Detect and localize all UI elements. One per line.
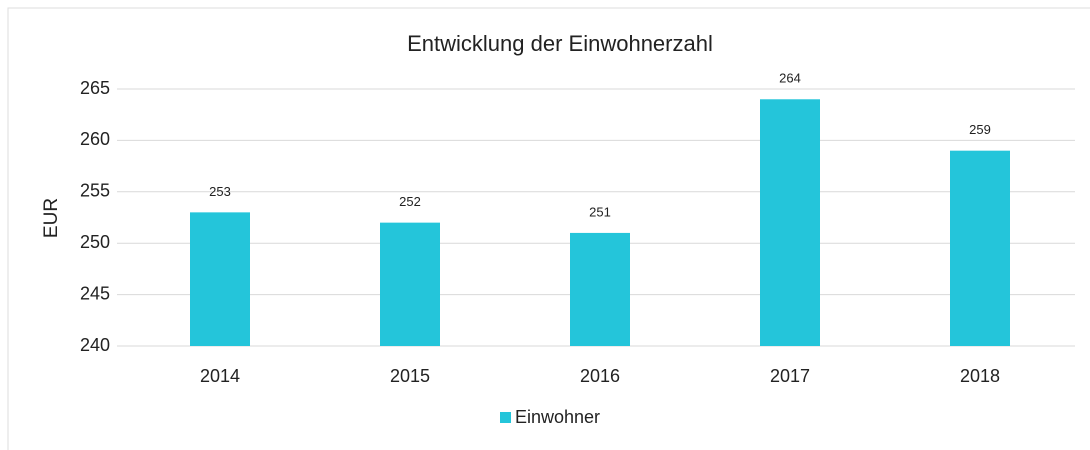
y-tick-label: 255 (80, 181, 110, 201)
data-label: 253 (209, 184, 231, 199)
x-tick-label: 2015 (390, 366, 430, 386)
y-axis-label: EUR (41, 198, 62, 238)
bar (950, 150, 1010, 346)
data-label: 251 (589, 204, 611, 219)
y-tick-label: 245 (80, 283, 110, 303)
data-label: 264 (779, 71, 801, 86)
y-tick-label: 240 (80, 335, 110, 355)
legend-swatch (500, 412, 511, 423)
frame (7, 7, 1090, 450)
y-tick-label: 265 (80, 78, 110, 98)
data-label: 259 (969, 122, 991, 137)
y-tick-label: 260 (80, 129, 110, 149)
data-label: 252 (399, 194, 421, 209)
bar (570, 232, 630, 346)
bar (760, 99, 820, 346)
bar (380, 222, 440, 346)
y-tick-label: 250 (80, 232, 110, 252)
legend-label: Einwohner (515, 407, 600, 427)
bar (190, 212, 250, 346)
x-tick-label: 2014 (200, 366, 240, 386)
x-tick-label: 2016 (580, 366, 620, 386)
x-tick-label: 2017 (770, 366, 810, 386)
x-tick-label: 2018 (960, 366, 1000, 386)
chart-title: Entwicklung der Einwohnerzahl (407, 31, 713, 56)
